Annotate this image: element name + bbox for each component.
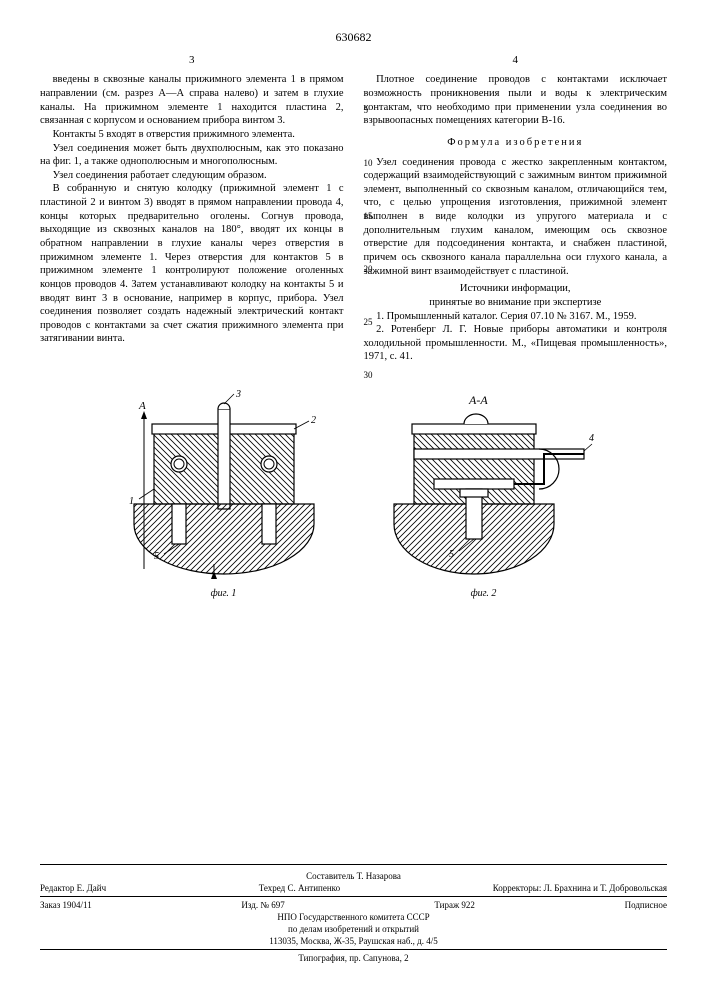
line-number: 30: [364, 370, 373, 382]
sub: Подписное: [625, 900, 667, 910]
page: 630682 3 введены в сквозные каналы прижи…: [0, 0, 707, 1000]
figure-2: А-А 4: [374, 389, 594, 599]
tirazh: Тираж 922: [434, 900, 475, 910]
right-col-number: 4: [364, 53, 668, 67]
document-number: 630682: [40, 30, 667, 45]
left-p1: введены в сквозные каналы прижимного эле…: [40, 73, 344, 128]
line-number: 10: [364, 158, 373, 170]
divider: [40, 896, 667, 897]
divider: [40, 949, 667, 950]
address: 113035, Москва, Ж-35, Раушская наб., д. …: [40, 936, 667, 946]
svg-text:2: 2: [311, 415, 316, 426]
techred: Техред С. Антипенко: [259, 883, 340, 893]
figure-1-svg: А А 3 2 1 5: [114, 389, 334, 579]
corrector: Корректоры: Л. Брахнина и Т. Добровольск…: [493, 883, 667, 893]
left-p2: Контакты 5 входят в отверстия прижимного…: [40, 128, 344, 142]
izd: Изд. № 697: [241, 900, 284, 910]
line-number: 25: [364, 317, 373, 329]
svg-text:5: 5: [449, 549, 454, 560]
section-arrow-label: А: [138, 400, 146, 412]
order: Заказ 1904/11: [40, 900, 92, 910]
footer: Составитель Т. Назарова Редактор Е. Дайч…: [40, 864, 667, 965]
figures-area: А А 3 2 1 5 фиг. 1 А-А: [40, 389, 667, 599]
figure-1-label: фиг. 1: [114, 588, 334, 599]
org1: НПО Государственного комитета СССР: [40, 912, 667, 922]
left-p5: В собранную и снятую колодку (прижимной …: [40, 182, 344, 346]
right-column: 4 5 10 15 20 25 30 Плотное соединение пр…: [364, 53, 668, 364]
org2: по делам изобретений и открытий: [40, 924, 667, 934]
figure-1: А А 3 2 1 5 фиг. 1: [114, 389, 334, 599]
line-number: 5: [364, 105, 369, 117]
right-p1: Плотное соединение проводов с контактами…: [364, 73, 668, 128]
figure-2-svg: А-А 4: [374, 389, 594, 579]
line-number: 20: [364, 264, 373, 276]
svg-text:4: 4: [589, 433, 594, 444]
left-col-number: 3: [40, 53, 344, 67]
printer: Типография, пр. Сапунова, 2: [40, 953, 667, 963]
section-label: А-А: [468, 393, 488, 407]
sources-header: Источники информации,: [364, 282, 668, 296]
text-columns: 3 введены в сквозные каналы прижимного э…: [40, 53, 667, 364]
compiler: Составитель Т. Назарова: [40, 871, 667, 881]
figure-2-label: фиг. 2: [374, 588, 594, 599]
left-column: 3 введены в сквозные каналы прижимного э…: [40, 53, 344, 364]
svg-text:5: 5: [154, 551, 159, 562]
editor: Редактор Е. Дайч: [40, 883, 106, 893]
source-1: 1. Промышленный каталог. Серия 07.10 № 3…: [364, 310, 668, 324]
right-p2: Узел соединения провода с жестко закрепл…: [364, 156, 668, 279]
line-number: 15: [364, 211, 373, 223]
svg-text:3: 3: [235, 389, 241, 400]
left-p4: Узел соединения работает следующим образ…: [40, 169, 344, 183]
svg-text:1: 1: [129, 496, 134, 507]
source-2: 2. Ротенберг Л. Г. Новые приборы автомат…: [364, 323, 668, 364]
left-p3: Узел соединения может быть двухполюсным,…: [40, 142, 344, 169]
formula-header: Формула изобретения: [364, 136, 668, 150]
sources-sub: принятые во внимание при экспертизе: [364, 296, 668, 310]
